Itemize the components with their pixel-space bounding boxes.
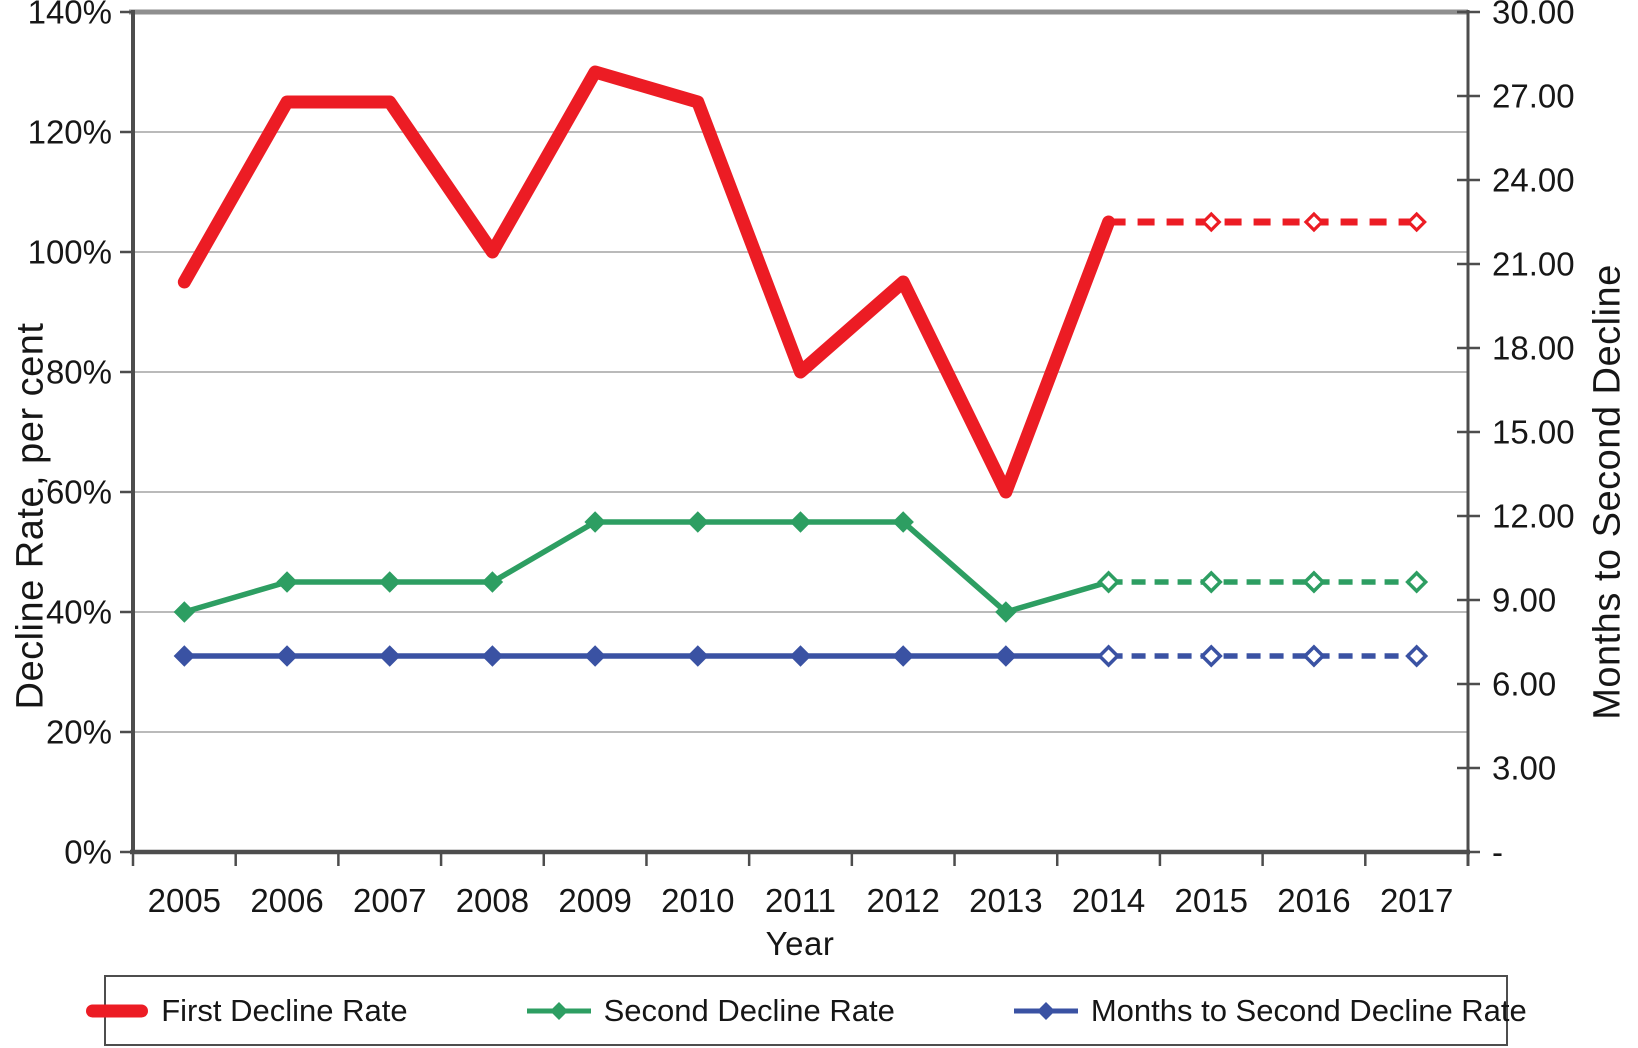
right-axis-title: Months to Second Decline (1586, 264, 1629, 720)
series-open-diamond-marker-second-decline-rate (1097, 570, 1121, 594)
series-open-diamond-marker-months-to-second-decline-rate (1097, 644, 1121, 668)
series-open-diamond-marker-first-decline-rate (1303, 211, 1325, 233)
left-axis-tick-label: 100% (28, 234, 112, 271)
legend-item-months-to-second-decline-rate: Months to Second Decline Rate (1013, 993, 1527, 1029)
series-open-diamond-marker-months-to-second-decline-rate (1302, 644, 1326, 668)
chart-legend: First Decline Rate Second Decline Rate M… (86, 975, 1527, 1046)
x-axis-year-label: 2006 (250, 882, 323, 919)
series-diamond-marker-months-to-second-decline-rate (379, 645, 401, 667)
series-diamond-marker-months-to-second-decline-rate (481, 645, 504, 667)
x-axis-year-label: 2015 (1175, 882, 1248, 919)
right-axis-tick-label: 27.00 (1492, 78, 1575, 115)
series-open-diamond-marker-second-decline-rate (1405, 570, 1429, 594)
series-diamond-marker-second-decline-rate (687, 511, 709, 533)
legend-swatch-diamond-line-icon (526, 1001, 591, 1020)
series-open-diamond-marker-first-decline-rate (1201, 211, 1222, 233)
left-axis-tick-label: 120% (28, 114, 112, 151)
series-diamond-marker-months-to-second-decline-rate (892, 645, 914, 667)
left-axis-title: Decline Rate, per cent (9, 322, 52, 710)
x-axis-year-label: 2016 (1277, 882, 1350, 919)
legend-item-second-decline-rate: Second Decline Rate (526, 993, 895, 1029)
series-open-diamond-marker-months-to-second-decline-rate (1405, 644, 1429, 668)
x-axis-year-label: 2011 (765, 882, 836, 919)
x-axis-year-label: 2014 (1072, 882, 1145, 919)
series-diamond-marker-months-to-second-decline-rate (995, 645, 1017, 667)
series-line-first-decline-rate (177, 65, 1116, 499)
x-axis-year-label: 2008 (456, 882, 529, 919)
right-axis-tick-label: 12.00 (1492, 498, 1575, 535)
x-axis-title: Year (765, 925, 835, 962)
x-axis-year-label: 2017 (1380, 882, 1453, 919)
series-open-diamond-marker-second-decline-rate (1302, 570, 1326, 594)
left-axis-tick-label: 60% (46, 474, 112, 511)
right-axis-tick-label: 3.00 (1492, 750, 1556, 787)
series-diamond-marker-second-decline-rate (995, 601, 1017, 623)
series-diamond-marker-second-decline-rate (276, 571, 298, 593)
legend-label: Months to Second Decline Rate (1090, 992, 1527, 1028)
series-open-diamond-marker-months-to-second-decline-rate (1199, 644, 1223, 668)
series-diamond-marker-months-to-second-decline-rate (173, 645, 196, 667)
series-diamond-marker-second-decline-rate (173, 601, 196, 623)
series-diamond-marker-second-decline-rate (789, 511, 812, 533)
series-open-diamond-marker-second-decline-rate (1199, 570, 1223, 594)
right-axis-tick-label: 9.00 (1492, 582, 1556, 619)
legend-label: Second Decline Rate (603, 992, 895, 1028)
right-axis-tick-label: 6.00 (1492, 666, 1556, 703)
left-axis-tick-label: 20% (46, 714, 112, 751)
left-axis-tick-label: 40% (46, 594, 112, 631)
series-diamond-marker-months-to-second-decline-rate (789, 645, 812, 667)
series-open-diamond-marker-first-decline-rate (1406, 211, 1427, 233)
right-axis-tick-label: 15.00 (1492, 414, 1575, 451)
right-axis-tick-label: 24.00 (1492, 162, 1575, 199)
legend-swatch-diamond-line-icon (1013, 1001, 1078, 1020)
left-axis-tick-label: 0% (64, 834, 112, 871)
legend-item-first-decline-rate: First Decline Rate (85, 992, 408, 1029)
series-diamond-marker-months-to-second-decline-rate (584, 645, 606, 667)
x-axis-year-label: 2010 (661, 882, 734, 919)
right-axis-tick-label: 30.00 (1492, 0, 1575, 31)
series-diamond-marker-second-decline-rate (584, 511, 606, 533)
series-diamond-marker-second-decline-rate (481, 571, 504, 593)
x-axis-year-label: 2012 (866, 882, 939, 919)
right-axis-tick-label: - (1492, 834, 1503, 871)
series-line-second-decline-rate (181, 519, 1112, 615)
series-diamond-marker-months-to-second-decline-rate (276, 645, 298, 667)
right-axis-tick-label: 21.00 (1492, 246, 1575, 283)
legend-swatch-thick-line-icon (86, 1004, 149, 1017)
left-axis-tick-label: 80% (46, 354, 112, 391)
x-axis-year-label: 2005 (148, 882, 221, 919)
x-axis-year-label: 2007 (353, 882, 426, 919)
left-axis-tick-label: 140% (28, 0, 112, 31)
right-axis-tick-label: 18.00 (1492, 330, 1575, 367)
x-axis-year-label: 2013 (969, 882, 1042, 919)
legend-label: First Decline Rate (161, 992, 408, 1028)
series-diamond-marker-second-decline-rate (379, 571, 401, 593)
series-diamond-marker-second-decline-rate (892, 511, 914, 533)
x-axis-year-label: 2009 (558, 882, 631, 919)
series-diamond-marker-months-to-second-decline-rate (687, 645, 709, 667)
